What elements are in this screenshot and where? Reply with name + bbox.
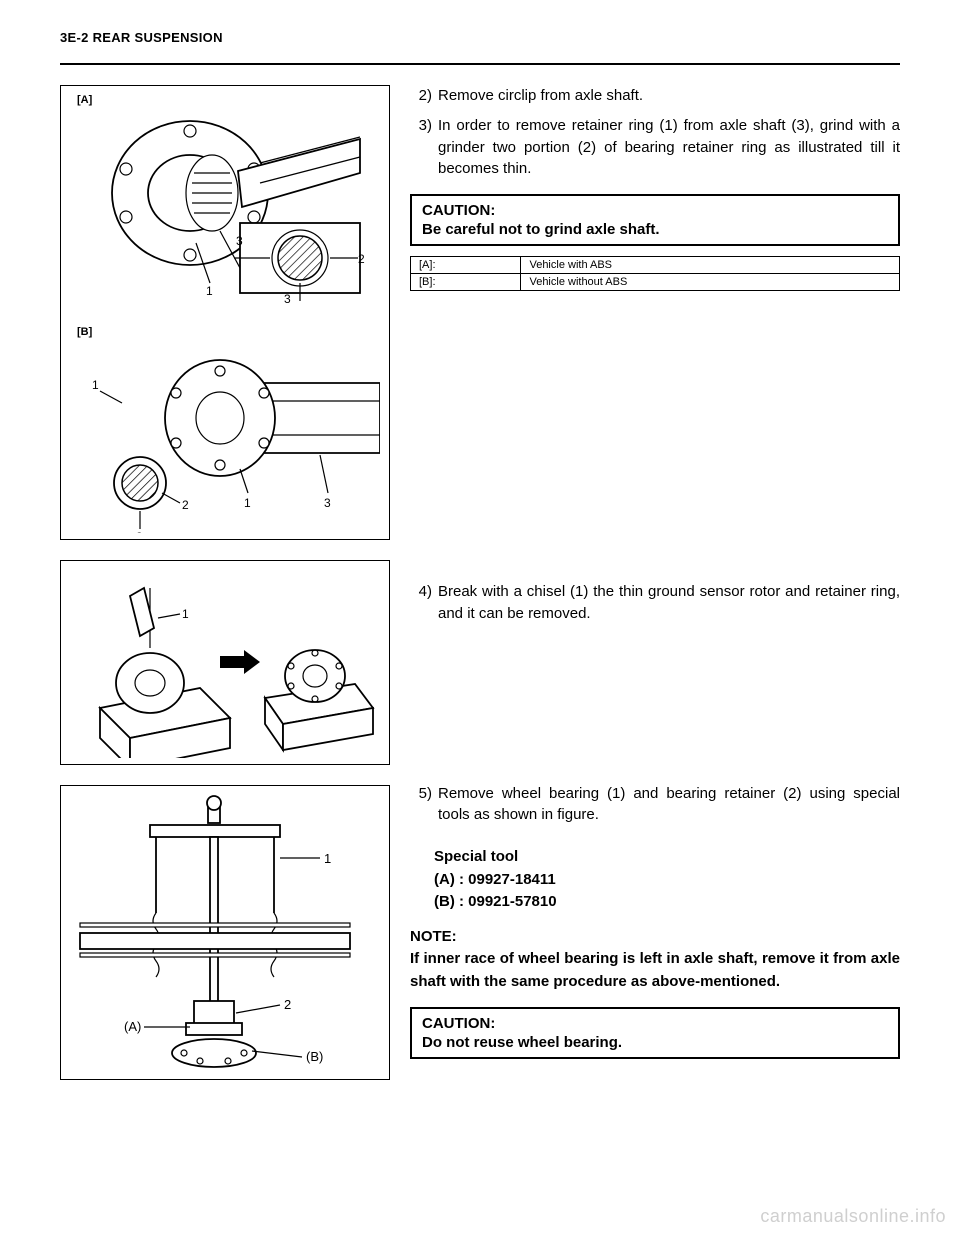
special-tool-block: Special tool (A) : 09927-18411 (B) : 099… (434, 846, 900, 914)
page: 3E-2 REAR SUSPENSION [A] [B] (0, 0, 960, 1235)
svg-text:(B): (B) (306, 1049, 323, 1064)
svg-text:1: 1 (92, 378, 99, 392)
step-3-num: 3) (410, 115, 438, 180)
svg-text:2: 2 (284, 997, 291, 1012)
step-4: 4) Break with a chisel (1) the thin grou… (410, 581, 900, 625)
svg-text:1: 1 (206, 284, 213, 298)
svg-text:3: 3 (324, 496, 331, 510)
caution-2-title: CAUTION: (422, 1015, 888, 1032)
figure-1-label-a: [A] (77, 94, 92, 106)
figure-2-svg: 1 (70, 568, 380, 758)
legend-table: [A]: Vehicle with ABS [B]: Vehicle witho… (410, 256, 900, 291)
note-body: If inner race of wheel bearing is left i… (410, 947, 900, 994)
step-3: 3) In order to remove retainer ring (1) … (410, 115, 900, 180)
step-4-num: 4) (410, 581, 438, 625)
step-3-text: In order to remove retainer ring (1) fro… (438, 115, 900, 180)
page-header: 3E-2 REAR SUSPENSION (60, 30, 900, 45)
step-2-num: 2) (410, 85, 438, 107)
table-row: [A]: Vehicle with ABS (411, 257, 900, 274)
header-rule (60, 63, 900, 65)
caution-2: CAUTION: Do not reuse wheel bearing. (410, 1007, 900, 1059)
step-5: 5) Remove wheel bearing (1) and bearing … (410, 783, 900, 827)
caution-1-body: Be careful not to grind axle shaft. (422, 221, 888, 238)
note-title: NOTE: (410, 928, 900, 945)
figures-column: [A] [B] (60, 85, 390, 1080)
step-5-num: 5) (410, 783, 438, 827)
legend-b-key: [B]: (411, 274, 521, 291)
svg-text:2: 2 (182, 498, 189, 512)
svg-text:3: 3 (136, 530, 143, 533)
figure-3-svg: 1 2 (A) (B) (70, 793, 380, 1073)
svg-text:1: 1 (182, 607, 189, 621)
svg-text:(A): (A) (124, 1019, 141, 1034)
special-tool-b: (B) : 09921-57810 (434, 891, 900, 914)
two-column-layout: [A] [B] (60, 85, 900, 1080)
spacer (410, 291, 900, 581)
text-column: 2) Remove circlip from axle shaft. 3) In… (410, 85, 900, 1080)
figure-1-svg: 1 1 3 2 (70, 93, 380, 533)
svg-text:2: 2 (358, 252, 365, 266)
watermark: carmanualsonline.info (760, 1206, 946, 1227)
svg-text:3: 3 (236, 234, 243, 248)
figure-1-label-b: [B] (77, 326, 92, 338)
step-4-text: Break with a chisel (1) the thin ground … (438, 581, 900, 625)
svg-text:1: 1 (324, 851, 331, 866)
step-5-text: Remove wheel bearing (1) and bearing ret… (438, 783, 900, 827)
spacer (410, 633, 900, 783)
special-tool-a: (A) : 09927-18411 (434, 869, 900, 892)
step-2: 2) Remove circlip from axle shaft. (410, 85, 900, 107)
special-tool-title: Special tool (434, 846, 900, 869)
table-row: [B]: Vehicle without ABS (411, 274, 900, 291)
caution-2-body: Do not reuse wheel bearing. (422, 1034, 888, 1051)
caution-1-title: CAUTION: (422, 202, 888, 219)
legend-a-key: [A]: (411, 257, 521, 274)
svg-text:3: 3 (284, 292, 291, 306)
figure-1: [A] [B] (60, 85, 390, 540)
svg-text:1: 1 (244, 496, 251, 510)
figure-2: 1 (60, 560, 390, 765)
legend-b-val: Vehicle without ABS (521, 274, 900, 291)
figure-3: 1 2 (A) (B) (60, 785, 390, 1080)
caution-1: CAUTION: Be careful not to grind axle sh… (410, 194, 900, 246)
step-2-text: Remove circlip from axle shaft. (438, 85, 900, 107)
legend-a-val: Vehicle with ABS (521, 257, 900, 274)
